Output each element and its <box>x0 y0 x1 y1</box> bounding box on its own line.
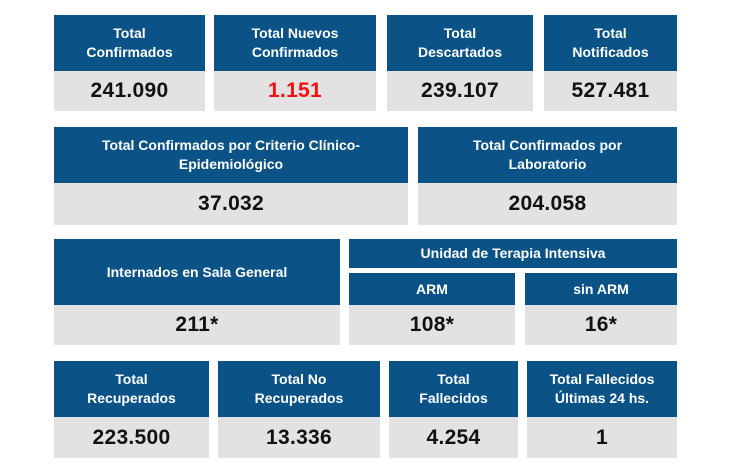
card-internados-sala-general: Internados en Sala General 211* <box>54 239 340 345</box>
card-header: Total Confirmados por Criterio Clínico- … <box>54 127 408 183</box>
card-header: Total Notificados <box>544 15 677 71</box>
card-value: 211* <box>54 305 340 345</box>
value-text: 16* <box>584 313 618 336</box>
card-header: Internados en Sala General <box>54 239 340 305</box>
card-total-nuevos-confirmados: Total Nuevos Confirmados 1.151 <box>214 15 376 111</box>
value-text: 239.107 <box>420 79 499 102</box>
card-value: 1 <box>527 417 677 458</box>
card-title-line1: Total Confirmados por <box>472 137 623 153</box>
card-value: 527.481 <box>544 71 677 111</box>
card-header: Total Descartados <box>387 15 533 71</box>
card-confirmados-criterio-clinico: Total Confirmados por Criterio Clínico- … <box>54 127 408 225</box>
card-title-line2: Recuperados <box>87 390 176 406</box>
value-text: 211* <box>175 313 219 336</box>
card-uti-arm: ARM 108* <box>349 273 515 345</box>
card-header: Total Nuevos Confirmados <box>214 15 376 71</box>
value-text: 1.151 <box>267 79 323 102</box>
card-title: Internados en Sala General <box>106 263 288 280</box>
card-title-line1: Total <box>437 371 470 387</box>
card-title-line1: Total <box>113 25 146 41</box>
card-total-notificados: Total Notificados 527.481 <box>544 15 677 111</box>
card-uti-sin-arm: sin ARM 16* <box>525 273 677 345</box>
card-title: sin ARM <box>573 280 629 297</box>
card-title-line2: Fallecidos <box>419 390 488 406</box>
card-header: sin ARM <box>525 273 677 305</box>
card-title-line2: Confirmados <box>251 44 339 60</box>
card-title-line2: Recuperados <box>254 390 344 406</box>
card-title-line2: Confirmados <box>86 44 173 60</box>
card-header: Total Fallecidos <box>389 361 518 417</box>
card-title-line1: Total Confirmados por Criterio Clínico- <box>102 137 360 153</box>
uti-title: Unidad de Terapia Intensiva <box>349 239 677 268</box>
card-title-line1: Total Fallecidos <box>549 371 655 387</box>
card-fallecidos-ultimas-24hs: Total Fallecidos Últimas 24 hs. 1 <box>527 361 677 458</box>
card-title-line2: Últimas 24 hs. <box>554 390 650 406</box>
card-value: 108* <box>349 305 515 345</box>
value-text: 108* <box>409 313 455 336</box>
card-title-line1: Total <box>594 25 627 41</box>
card-title-line1: Total <box>115 371 148 387</box>
card-title-line2: Epidemiológico <box>178 156 284 172</box>
card-title-line1: Total <box>443 25 477 41</box>
card-title-line2: Notificados <box>572 44 649 60</box>
uti-title-text: Unidad de Terapia Intensiva <box>420 245 606 261</box>
value-text: 241.090 <box>90 79 169 102</box>
value-text: 4.254 <box>426 425 481 449</box>
card-value: 204.058 <box>418 183 677 225</box>
value-text: 13.336 <box>265 425 333 449</box>
card-header: Total No Recuperados <box>218 361 380 417</box>
value-text: 37.032 <box>197 192 265 215</box>
card-title-line2: Laboratorio <box>508 156 587 172</box>
card-value: 37.032 <box>54 183 408 225</box>
card-value: 1.151 <box>214 71 376 111</box>
value-text: 1 <box>596 425 608 449</box>
card-header: ARM <box>349 273 515 305</box>
card-total-fallecidos: Total Fallecidos 4.254 <box>389 361 518 458</box>
card-value: 13.336 <box>218 417 380 458</box>
card-header: Total Fallecidos Últimas 24 hs. <box>527 361 677 417</box>
value-text: 204.058 <box>508 192 587 215</box>
card-title-line1: Total Nuevos <box>251 25 339 41</box>
card-confirmados-laboratorio: Total Confirmados por Laboratorio 204.05… <box>418 127 677 225</box>
card-title-line1: Total No <box>271 371 327 387</box>
card-value: 223.500 <box>54 417 209 458</box>
card-title-line2: Descartados <box>417 44 503 60</box>
card-value: 16* <box>525 305 677 345</box>
value-text: 527.481 <box>571 79 650 102</box>
card-header: Total Confirmados <box>54 15 205 71</box>
card-total-confirmados: Total Confirmados 241.090 <box>54 15 205 111</box>
uti-group-header: Unidad de Terapia Intensiva <box>349 239 677 268</box>
card-title: ARM <box>416 280 448 297</box>
card-total-descartados: Total Descartados 239.107 <box>387 15 533 111</box>
card-value: 241.090 <box>54 71 205 111</box>
card-total-no-recuperados: Total No Recuperados 13.336 <box>218 361 380 458</box>
card-total-recuperados: Total Recuperados 223.500 <box>54 361 209 458</box>
card-value: 239.107 <box>387 71 533 111</box>
card-header: Total Confirmados por Laboratorio <box>418 127 677 183</box>
value-text: 223.500 <box>92 425 171 449</box>
card-value: 4.254 <box>389 417 518 458</box>
card-header: Total Recuperados <box>54 361 209 417</box>
